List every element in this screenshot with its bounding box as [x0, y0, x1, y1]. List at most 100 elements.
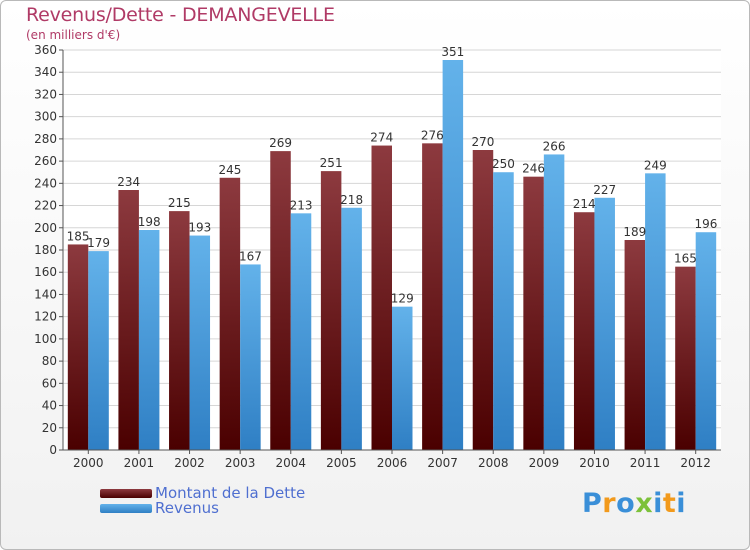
- debt-value-label: 215: [168, 196, 191, 210]
- debt-bar: [169, 211, 190, 450]
- revenue-bar: [645, 173, 666, 451]
- bars: [67, 60, 717, 451]
- debt-bar: [523, 176, 544, 450]
- y-tick-label: 80: [42, 354, 57, 368]
- debt-value-label: 246: [522, 162, 545, 176]
- revenue-bar: [695, 232, 717, 450]
- x-tick-label: 2001: [124, 456, 155, 470]
- legend-swatch-debt: [100, 489, 152, 498]
- debt-bar: [675, 266, 696, 450]
- debt-bar: [219, 177, 241, 450]
- legend-label-revenue: Revenus: [155, 499, 219, 517]
- y-tick-label: 340: [34, 65, 57, 79]
- y-tick-label: 20: [42, 421, 57, 435]
- revenue-value-label: 218: [340, 193, 363, 207]
- debt-value-label: 185: [67, 229, 90, 243]
- revenue-value-label: 198: [138, 215, 161, 229]
- y-tick-label: 320: [34, 87, 57, 101]
- revenue-bar: [189, 235, 211, 450]
- x-tick-label: 2002: [174, 456, 205, 470]
- x-tick-label: 2008: [478, 456, 509, 470]
- y-tick-label: 300: [34, 110, 57, 124]
- debt-bar: [472, 150, 494, 450]
- revenue-bar: [442, 60, 464, 450]
- debt-bar: [270, 151, 291, 450]
- revenue-value-label: 213: [290, 198, 313, 212]
- x-tick-label: 2006: [377, 456, 408, 470]
- y-tick-label: 140: [34, 287, 57, 301]
- revenue-value-label: 196: [694, 217, 717, 231]
- debt-bar: [320, 171, 342, 450]
- y-tick-label: 40: [42, 399, 57, 413]
- proxiti-logo: Proxiti: [582, 488, 686, 519]
- revenue-bar: [493, 172, 514, 450]
- logo-letter: i: [676, 488, 687, 519]
- y-tick-label: 120: [34, 310, 57, 324]
- revenue-value-label: 167: [239, 249, 262, 263]
- x-tick-label: 2012: [680, 456, 711, 470]
- debt-bar: [624, 240, 646, 450]
- logo-letter: r: [602, 488, 617, 519]
- revenue-bar: [88, 251, 109, 450]
- debt-bar: [422, 143, 443, 451]
- debt-value-label: 269: [269, 136, 292, 150]
- revenue-value-label: 266: [543, 139, 566, 153]
- debt-value-label: 276: [421, 128, 444, 142]
- chart-title: Revenus/Dette - DEMANGEVELLE: [26, 4, 335, 26]
- revenue-bar: [341, 207, 362, 450]
- revenue-bar: [594, 197, 615, 450]
- debt-bar: [118, 190, 139, 450]
- x-tick-label: 2005: [326, 456, 357, 470]
- y-tick-label: 0: [49, 443, 57, 457]
- revenue-value-label: 227: [593, 183, 616, 197]
- revenue-bar: [138, 230, 160, 450]
- x-tick-label: 2000: [73, 456, 104, 470]
- revenue-bar: [543, 154, 565, 450]
- labels: 0 20 40 60 80 100 120 140 160 180 200 220 240 260 280 3…: [34, 43, 717, 470]
- y-tick-label: 220: [34, 199, 57, 213]
- x-tick-label: 2010: [579, 456, 610, 470]
- y-tick-label: 200: [34, 221, 57, 235]
- x-tick-label: 2007: [427, 456, 458, 470]
- revenue-bar: [240, 264, 261, 450]
- logo-letter: P: [582, 488, 603, 519]
- x-tick-label: 2004: [275, 456, 306, 470]
- debt-value-label: 251: [320, 156, 343, 170]
- y-tick-label: 160: [34, 265, 57, 279]
- revenue-bar: [392, 306, 413, 450]
- logo-letter: i: [653, 488, 663, 519]
- revenue-bar: [290, 213, 312, 450]
- legend-swatch-revenue: [100, 504, 152, 513]
- debt-value-label: 274: [370, 131, 393, 145]
- debt-value-label: 214: [573, 197, 596, 211]
- x-tick-label: 2003: [225, 456, 256, 470]
- debt-bar: [67, 244, 89, 450]
- y-tick-label: 240: [34, 176, 57, 190]
- logo-letter: x: [635, 488, 654, 519]
- debt-value-label: 270: [472, 135, 495, 149]
- revenue-value-label: 351: [441, 45, 464, 59]
- y-tick-label: 100: [34, 332, 57, 346]
- debt-value-label: 234: [117, 175, 140, 189]
- x-tick-label: 2011: [630, 456, 661, 470]
- debt-bar: [371, 145, 392, 451]
- debt-value-label: 189: [623, 225, 646, 239]
- y-tick-label: 280: [34, 132, 57, 146]
- y-tick-label: 260: [34, 154, 57, 168]
- logo-letter: t: [662, 488, 677, 519]
- debt-value-label: 165: [674, 252, 697, 266]
- y-tick-label: 180: [34, 243, 57, 257]
- y-tick-label: 60: [42, 376, 57, 390]
- x-tick-label: 2009: [529, 456, 560, 470]
- logo-letter: o: [616, 488, 636, 519]
- axes: [59, 49, 721, 454]
- revenue-value-label: 193: [188, 221, 211, 235]
- debt-value-label: 245: [218, 163, 241, 177]
- legend-label-debt: Montant de la Dette: [155, 484, 306, 502]
- revenue-value-label: 129: [391, 292, 414, 306]
- revenue-value-label: 249: [644, 158, 667, 172]
- debt-bar: [573, 212, 595, 450]
- chart-subtitle: (en milliers d'€): [26, 28, 121, 42]
- revenue-value-label: 179: [87, 236, 110, 250]
